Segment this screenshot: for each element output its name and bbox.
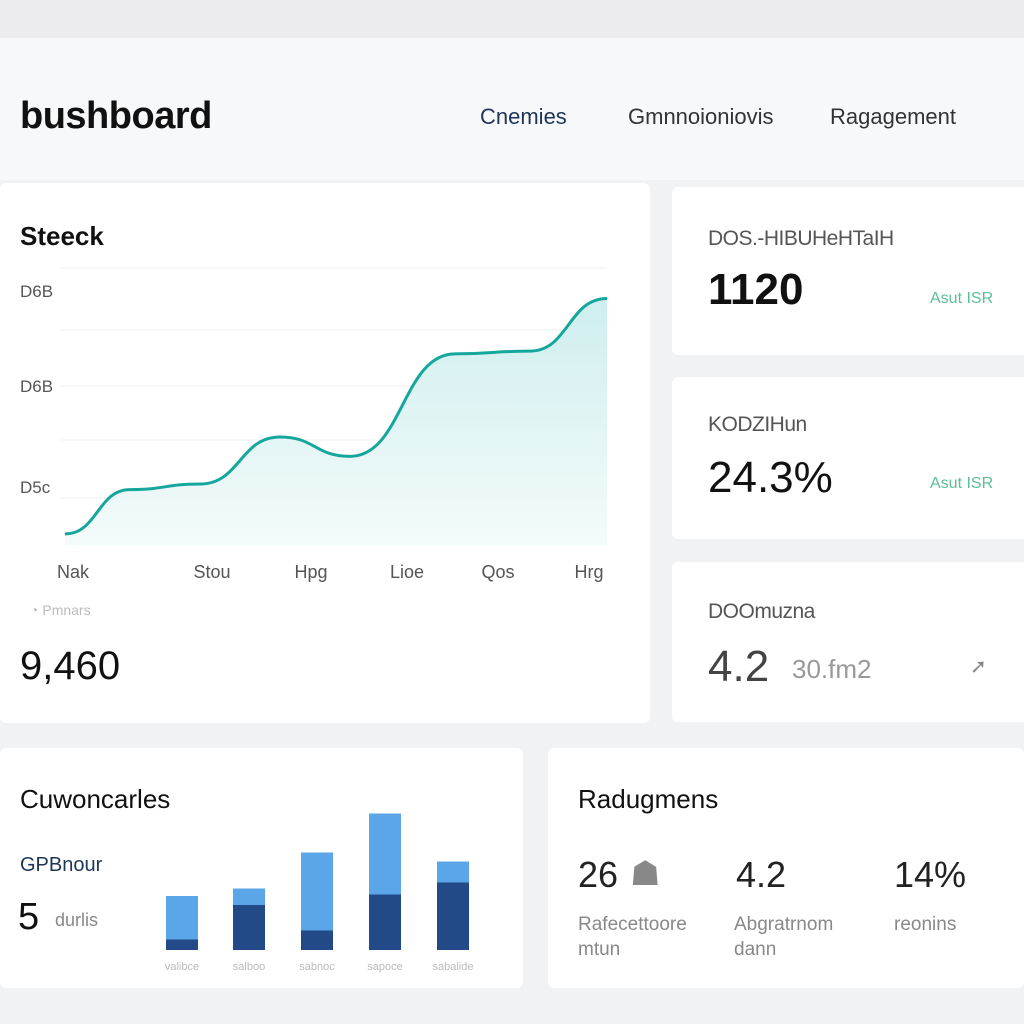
- stat-value: 14%: [894, 854, 967, 895]
- stock-title: Steeck: [20, 221, 104, 251]
- bar-label: salboo: [233, 961, 265, 973]
- kpi-label: KODZIHun: [708, 413, 807, 436]
- user-icon: ☗: [630, 855, 661, 893]
- bar-label: sapoce: [367, 961, 402, 973]
- stat-value: 26: [578, 854, 619, 895]
- kpi-value: 4.2: [708, 642, 770, 691]
- data-point: [529, 350, 531, 352]
- top-bar: [0, 0, 1024, 38]
- kpi-delta: Asut ISR: [930, 475, 994, 492]
- legend: ◔ Pmnars: [30, 602, 91, 618]
- bar-label: sabalide: [433, 961, 474, 973]
- bar-segment-light: [369, 813, 401, 895]
- legend-dot-icon: ◔: [30, 602, 43, 618]
- y-tick: D6B: [20, 377, 54, 396]
- kpi-sub: 30.fm2: [792, 654, 872, 684]
- customers-sublabel: GPBnour: [20, 854, 103, 876]
- header: [0, 38, 1024, 180]
- stat-label: Abgratrnom dann: [734, 914, 834, 960]
- customers-title: Cuwoncarles: [20, 784, 171, 814]
- bar-segment-dark: [166, 939, 198, 950]
- bar-segment-light: [233, 888, 265, 905]
- kpi-card-2: KODZIHun 24.3% Asut ISR: [672, 377, 1024, 539]
- bar-label: sabnoc: [299, 961, 335, 973]
- nav-item-1[interactable]: Cnemies: [480, 104, 567, 129]
- stat-label: reonins: [894, 914, 957, 935]
- arrow-icon[interactable]: ➚: [970, 656, 987, 678]
- bar-label: valibce: [165, 961, 199, 973]
- stat-value: 4.2: [736, 854, 787, 895]
- area-fill: [65, 298, 607, 545]
- customers-unit: durlis: [55, 910, 99, 930]
- y-tick: D5c: [20, 478, 51, 497]
- x-tick: Stou: [193, 562, 231, 582]
- stat-label: Rafecettoore mtun: [578, 914, 687, 960]
- bar-segment-dark: [233, 905, 265, 950]
- kpi-label: DOOmuzna: [708, 600, 815, 623]
- x-tick: Hrg: [574, 562, 604, 582]
- x-tick: Nak: [56, 562, 90, 582]
- kpi-value: 1120: [708, 265, 804, 314]
- kpi-card-3: DOOmuzna 4.2 30.fm2 ➚: [672, 562, 1024, 722]
- kpi-delta: Asut ISR: [930, 290, 994, 307]
- bar-segment-dark: [369, 894, 401, 950]
- customers-bar-chart: valibce salboo sabnoc sapoce sabalide: [165, 813, 474, 973]
- nav-item-3[interactable]: Ragagement: [830, 104, 956, 129]
- bar-segment-dark: [437, 882, 469, 950]
- app-title: bushboard: [20, 95, 212, 137]
- bar-segment-light: [301, 852, 333, 931]
- bar-segment-light: [437, 861, 469, 883]
- kpi-card-1: DOS.-HIBUHeHTaIH 1120 Asut ISR: [672, 187, 1024, 355]
- x-tick: Qos: [481, 562, 515, 582]
- x-tick: Lioe: [389, 562, 425, 582]
- engagement-title: Radugmens: [578, 784, 719, 814]
- data-point: [279, 436, 281, 438]
- legend-label: Pmnars: [42, 602, 91, 618]
- nav-item-2[interactable]: Gmnnoioniovis: [628, 104, 774, 129]
- bar-segment-light: [166, 896, 198, 940]
- engagement-card: Radugmens 26 ☗ Rafecettoore mtun 4.2 Abg…: [548, 748, 1024, 988]
- x-tick: Hpg: [294, 562, 328, 582]
- data-point: [349, 455, 351, 457]
- series-line: [64, 296, 608, 536]
- data-point: [64, 533, 66, 535]
- data-point: [454, 353, 456, 355]
- data-point: [129, 489, 131, 491]
- kpi-label: DOS.-HIBUHeHTaIH: [708, 227, 894, 250]
- stock-total: 9,460: [20, 644, 121, 688]
- bar-segment-dark: [301, 930, 333, 950]
- kpi-value: 24.3%: [708, 453, 833, 502]
- stock-chart: [60, 267, 608, 545]
- data-point: [606, 297, 608, 299]
- y-tick: D6B: [20, 282, 54, 301]
- data-point: [199, 483, 201, 485]
- customers-count: 5: [18, 896, 40, 938]
